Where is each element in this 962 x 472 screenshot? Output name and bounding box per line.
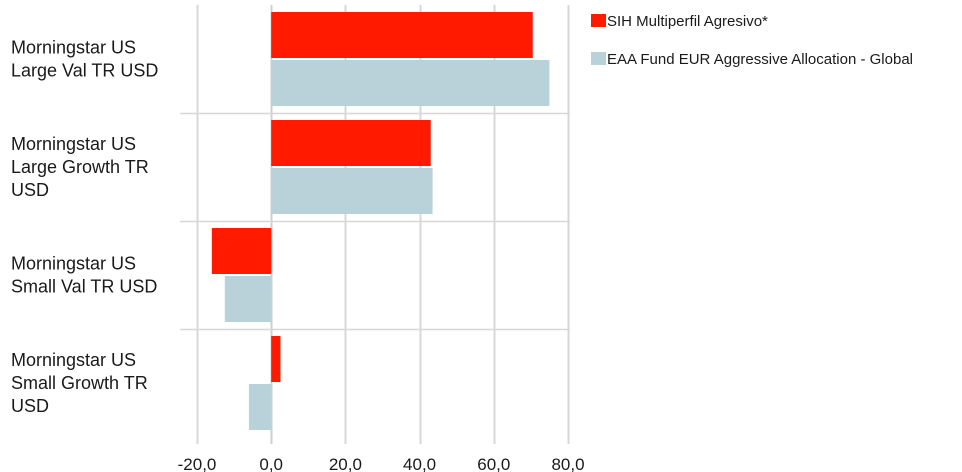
bar-sih-multiperfil-0: [271, 12, 533, 58]
category-label-line: USD: [11, 396, 49, 416]
category-label-line: USD: [11, 180, 49, 200]
bar-sih-multiperfil-2: [211, 228, 272, 274]
bars: [211, 12, 550, 430]
category-label: Morningstar US Large Growth TR USD: [11, 134, 149, 200]
bar-eaa-fund-2: [224, 276, 272, 322]
category-label: Morningstar US Small Growth TR USD: [11, 350, 148, 416]
x-tick-labels: -20,0 0,0 20,0 40,0 60,0 80,0: [178, 455, 585, 472]
category-label: Morningstar US Small Val TR USD: [11, 254, 157, 297]
category-label-line: Small Val TR USD: [11, 277, 157, 297]
category-label-line: Small Growth TR: [11, 373, 148, 393]
legend-swatch: [591, 14, 606, 27]
category-label-line: Morningstar US: [11, 134, 136, 154]
x-tick-label: 80,0: [551, 455, 584, 472]
bar-eaa-fund-1: [271, 168, 433, 214]
x-tick-label: 40,0: [403, 455, 436, 472]
x-tick-label: 0,0: [259, 455, 283, 472]
category-separators: [180, 112, 570, 331]
legend: SIH Multiperfil Agresivo* EAA Fund EUR Ag…: [591, 13, 913, 68]
x-tick-label: -20,0: [178, 455, 217, 472]
legend-swatch: [591, 52, 606, 65]
bar-eaa-fund-3: [248, 384, 272, 430]
category-label: Morningstar US Large Val TR USD: [11, 38, 158, 81]
category-label-line: Large Val TR USD: [11, 61, 158, 81]
category-label-line: Morningstar US: [11, 38, 136, 58]
category-label-line: Large Growth TR: [11, 157, 149, 177]
x-tick-label: 20,0: [329, 455, 362, 472]
category-labels: Morningstar US Large Val TR USDMorningsta…: [11, 38, 158, 417]
bar-sih-multiperfil-1: [271, 120, 431, 166]
legend-label: EAA Fund EUR Aggressive Allocation - Glo…: [607, 51, 913, 68]
category-label-line: Morningstar US: [11, 254, 136, 274]
bar-eaa-fund-0: [271, 60, 550, 106]
legend-label: SIH Multiperfil Agresivo*: [607, 13, 768, 30]
bar-sih-multiperfil-3: [271, 336, 281, 382]
x-tick-label: 60,0: [477, 455, 510, 472]
category-label-line: Morningstar US: [11, 350, 136, 370]
